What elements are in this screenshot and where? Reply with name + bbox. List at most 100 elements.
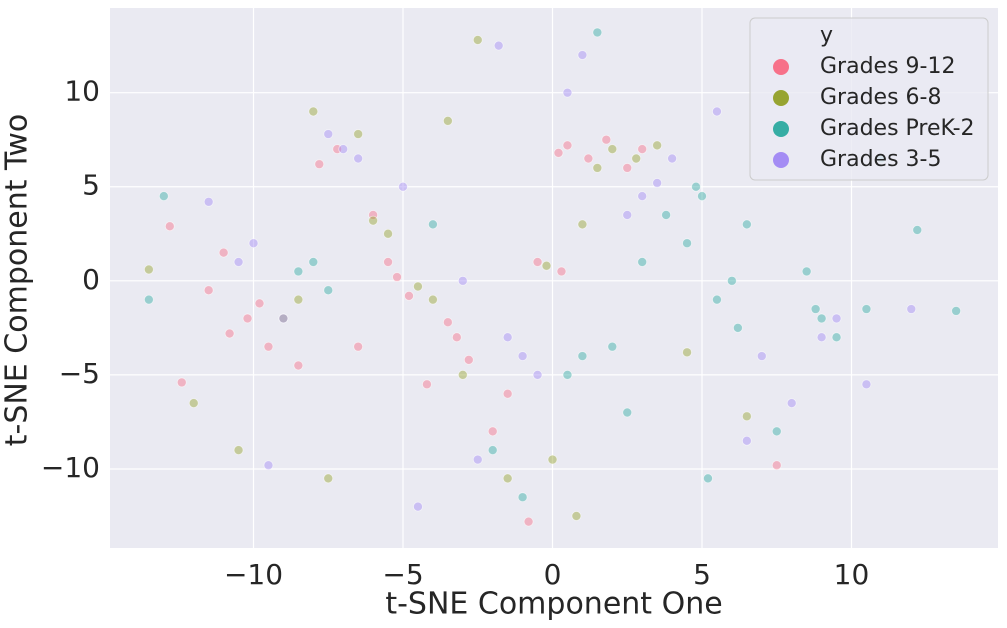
point — [314, 159, 325, 170]
legend-marker — [773, 59, 789, 75]
point — [726, 275, 737, 286]
legend-marker — [773, 121, 789, 137]
legend-box — [749, 17, 989, 181]
point — [691, 181, 701, 192]
y-tick-label: −5 — [59, 357, 100, 390]
point — [404, 290, 414, 301]
point — [457, 369, 468, 380]
point — [571, 511, 582, 521]
point — [912, 225, 923, 235]
point — [392, 272, 402, 282]
point — [562, 369, 573, 380]
point — [562, 140, 573, 151]
point — [801, 266, 812, 277]
point — [293, 294, 304, 305]
y-tick-label: 10 — [64, 75, 100, 108]
point — [637, 191, 648, 202]
x-tick-label: 10 — [834, 558, 870, 591]
point — [422, 379, 432, 390]
point — [661, 210, 672, 220]
legend: y Grades 9-12 Grades 6-8 Grades PreK-2 Grade… — [749, 17, 989, 181]
point — [592, 163, 603, 173]
point — [383, 228, 393, 239]
point — [413, 501, 423, 512]
point — [556, 266, 567, 277]
point — [472, 454, 483, 465]
point — [176, 377, 187, 388]
point — [861, 379, 872, 390]
point — [607, 144, 618, 155]
point — [502, 332, 513, 343]
y-axis-label: t-SNE Component Two — [0, 114, 35, 447]
point — [622, 407, 633, 418]
legend-title: y — [820, 23, 833, 48]
point — [712, 294, 722, 305]
point — [532, 257, 543, 267]
point — [732, 322, 743, 333]
point — [741, 219, 752, 230]
point — [143, 264, 154, 275]
point — [652, 140, 663, 151]
point — [457, 275, 468, 286]
x-axis-label: t-SNE Component One — [385, 587, 722, 622]
point — [652, 178, 663, 188]
point — [308, 106, 319, 117]
point — [263, 341, 274, 352]
point — [667, 153, 678, 164]
x-tick-label: 0 — [544, 558, 562, 591]
point — [383, 257, 393, 267]
point — [682, 238, 692, 249]
point — [487, 445, 498, 456]
point — [583, 153, 594, 164]
point — [861, 304, 872, 314]
point — [541, 260, 552, 271]
point — [577, 219, 588, 230]
y-tick-label: −10 — [41, 451, 100, 484]
point — [831, 313, 842, 324]
point — [451, 332, 462, 343]
point — [786, 398, 797, 409]
point — [810, 304, 821, 314]
point — [368, 210, 379, 220]
point — [398, 181, 408, 192]
legend-label: Grades 6-8 — [820, 85, 941, 110]
legend-label: Grades 9-12 — [820, 54, 955, 79]
point — [428, 219, 438, 230]
point — [517, 351, 528, 361]
point — [278, 313, 289, 324]
point — [637, 257, 648, 267]
point — [188, 398, 199, 409]
point — [143, 294, 154, 305]
point — [906, 304, 917, 314]
point — [413, 281, 423, 292]
point — [164, 221, 175, 232]
point — [577, 351, 588, 361]
point — [428, 294, 438, 305]
y-tick-label: 5 — [82, 169, 100, 202]
point — [224, 328, 235, 339]
point — [242, 313, 253, 324]
point — [323, 285, 334, 296]
point — [493, 40, 504, 51]
point — [741, 435, 752, 446]
point — [607, 341, 618, 352]
point — [592, 27, 603, 38]
point — [323, 473, 334, 484]
point — [682, 347, 692, 358]
point — [712, 106, 722, 117]
point — [338, 144, 349, 155]
point — [831, 332, 842, 343]
point — [741, 411, 752, 422]
legend-label: Grades PreK-2 — [820, 116, 975, 141]
legend-marker — [773, 90, 789, 106]
point — [487, 426, 498, 437]
point — [233, 445, 244, 456]
point — [502, 473, 513, 484]
point — [622, 210, 633, 220]
x-tick-label: 5 — [693, 558, 711, 591]
point — [263, 460, 274, 471]
point — [951, 306, 962, 316]
point — [577, 50, 588, 60]
